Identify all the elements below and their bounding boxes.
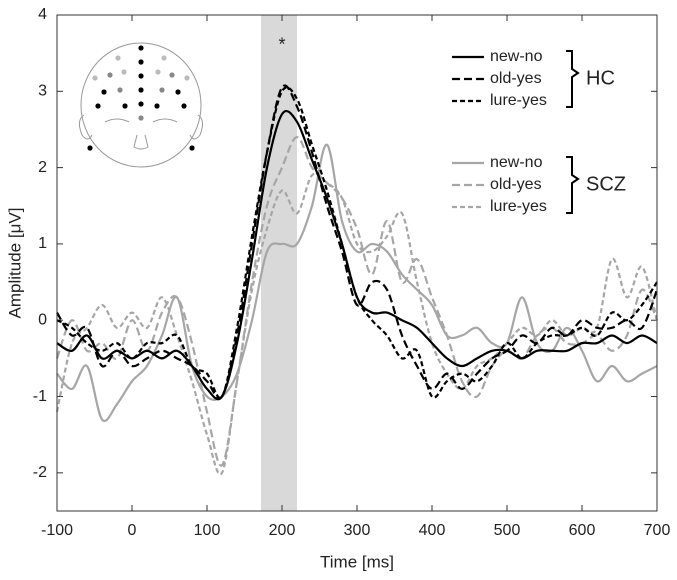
annotation: *: [278, 34, 285, 54]
y-tick-label: -1: [33, 388, 47, 405]
electrode: [184, 75, 190, 81]
electrode: [161, 55, 167, 61]
y-tick-label: 0: [38, 311, 47, 328]
legend-bracket: [566, 50, 580, 108]
face: [104, 118, 178, 150]
x-tick-label: 600: [569, 522, 596, 539]
electrode: [155, 69, 161, 75]
y-tick-label: 1: [38, 235, 47, 252]
electrode-head-icon: [78, 42, 204, 168]
legend-group-label: SCZ: [586, 173, 626, 195]
legend-label: old-yes: [490, 70, 542, 87]
x-tick-label: 300: [344, 522, 371, 539]
x-tick-label: 100: [194, 522, 221, 539]
x-tick-label: -100: [41, 522, 73, 539]
electrode: [87, 145, 93, 151]
x-tick-label: 0: [128, 522, 137, 539]
legend-label: old-yes: [490, 176, 542, 193]
electrode: [122, 103, 128, 109]
electrodes: [87, 45, 195, 151]
electrode: [138, 101, 144, 107]
legend-group-label: HC: [586, 67, 615, 89]
x-tick-label: 700: [644, 522, 671, 539]
legend-label: new-no: [490, 48, 543, 65]
highlight-band: [261, 15, 297, 511]
electrode: [181, 103, 187, 109]
electrode: [115, 55, 121, 61]
x-axis-label: Time [ms]: [320, 552, 394, 571]
y-tick-label: -2: [33, 464, 47, 481]
electrode: [92, 75, 98, 81]
electrode: [138, 59, 144, 65]
series-line: [55, 172, 659, 476]
series-line: [56, 143, 658, 422]
x-tick-label: 400: [419, 522, 446, 539]
electrode: [159, 87, 165, 93]
y-axis-label: Amplitude [μV]: [5, 208, 24, 319]
electrode: [138, 87, 144, 93]
electrode: [101, 89, 107, 95]
legend-label: lure-yes: [490, 92, 547, 109]
electrode: [189, 145, 195, 151]
legend-label: new-no: [490, 154, 543, 171]
electrode: [138, 115, 144, 121]
series-line: [55, 135, 659, 467]
y-tick-label: 3: [38, 83, 47, 100]
ears: [78, 114, 204, 140]
electrode: [138, 45, 144, 51]
electrode: [117, 87, 123, 93]
legend-label: lure-yes: [490, 198, 547, 215]
x-tick-label: 200: [269, 522, 296, 539]
legend-bracket: [566, 156, 580, 214]
electrode: [169, 72, 175, 78]
plot-frame: [56, 14, 658, 512]
series-line: [56, 110, 658, 401]
electrode: [138, 73, 144, 79]
electrode: [121, 69, 127, 75]
y-tick-label: 4: [38, 6, 47, 23]
x-tick-label: 500: [494, 522, 521, 539]
head-outline: [80, 42, 202, 168]
electrode: [154, 103, 160, 109]
electrode: [107, 72, 113, 78]
y-tick-label: 2: [38, 159, 47, 176]
series-line: [56, 84, 659, 400]
electrode: [95, 103, 101, 109]
electrode: [175, 89, 181, 95]
